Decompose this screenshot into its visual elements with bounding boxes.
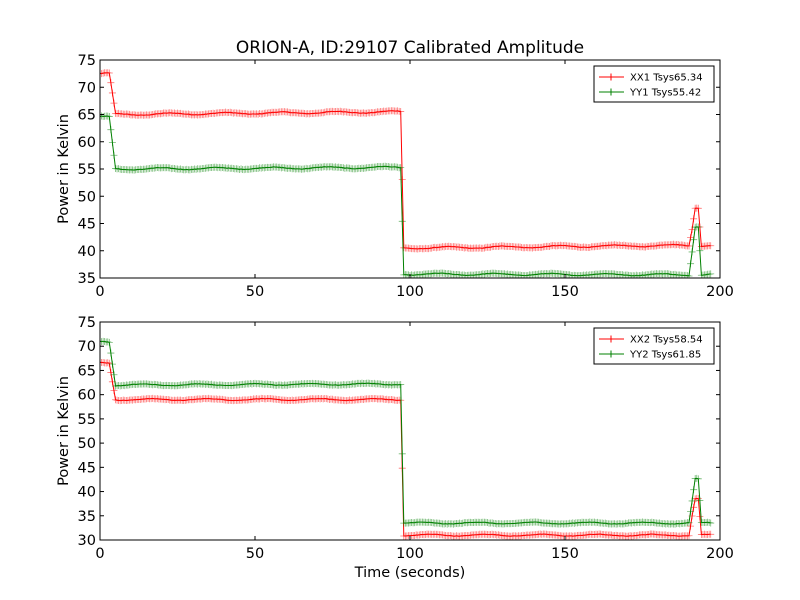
series-2-2 bbox=[100, 337, 715, 528]
y-tick-label: 35 bbox=[78, 509, 96, 525]
x-tick-label: 100 bbox=[396, 284, 424, 300]
y-tick-label: 50 bbox=[78, 189, 96, 205]
panel-2: 0 50 100 150 200 30 35 40 45 50 55 60 65 70 75 Power in… bbox=[56, 315, 734, 581]
y-tick-label: 70 bbox=[78, 80, 96, 96]
x-tick-label: 50 bbox=[246, 546, 264, 562]
x-tick-label: 150 bbox=[551, 284, 579, 300]
panels: 0 50 100 150 200 35 40 45 50 55 60 65 70 75 Power in K… bbox=[56, 53, 734, 581]
legend: XX1 Tsys65.34 YY1 Tsys55.42 bbox=[593, 65, 715, 103]
series-line bbox=[100, 115, 711, 277]
y-tick-label: 60 bbox=[78, 388, 96, 404]
legend-marker bbox=[607, 350, 615, 358]
series-2-1 bbox=[100, 358, 715, 540]
legend-label: YY1 Tsys55.42 bbox=[629, 88, 701, 99]
series-1-2 bbox=[100, 112, 715, 278]
y-tick-label: 55 bbox=[78, 162, 96, 178]
y-tick-label: 55 bbox=[78, 412, 96, 428]
x-tick-label: 150 bbox=[551, 546, 579, 562]
x-tick-label: 0 bbox=[95, 284, 104, 300]
x-tick-label: 200 bbox=[706, 546, 734, 562]
x-tick-label: 50 bbox=[246, 284, 264, 300]
y-tick-label: 70 bbox=[78, 339, 96, 355]
y-tick-label: 30 bbox=[78, 533, 96, 549]
y-tick-label: 40 bbox=[78, 244, 96, 260]
legend-box bbox=[593, 327, 715, 365]
x-tick-label: 100 bbox=[396, 546, 424, 562]
legend-label: XX1 Tsys65.34 bbox=[630, 73, 703, 84]
x-tick-label: 0 bbox=[95, 546, 104, 562]
legend-label: XX2 Tsys58.54 bbox=[630, 335, 703, 346]
legend-marker bbox=[607, 73, 615, 81]
y-tick-label: 40 bbox=[78, 485, 96, 501]
y-tick-label: 45 bbox=[78, 460, 96, 476]
y-tick-label: 75 bbox=[78, 53, 96, 69]
y-tick-label: 60 bbox=[78, 135, 96, 151]
y-tick-label: 50 bbox=[78, 436, 96, 452]
legend-marker bbox=[607, 88, 615, 96]
legend-marker bbox=[607, 335, 615, 343]
legend: XX2 Tsys58.54 YY2 Tsys61.85 bbox=[593, 327, 715, 365]
y-tick-label: 75 bbox=[78, 315, 96, 331]
legend-box bbox=[593, 65, 715, 103]
series-line bbox=[100, 361, 711, 537]
x-tick-label: 200 bbox=[706, 284, 734, 300]
y-axis-label: Power in Kelvin bbox=[56, 114, 72, 224]
y-tick-label: 65 bbox=[78, 363, 96, 379]
series-line bbox=[100, 72, 711, 250]
series-1-1 bbox=[100, 69, 715, 253]
y-tick-label: 35 bbox=[78, 271, 96, 287]
panel-1: 0 50 100 150 200 35 40 45 50 55 60 65 70 75 Power in K… bbox=[56, 53, 734, 300]
legend-label: YY2 Tsys61.85 bbox=[629, 350, 701, 361]
x-axis-label: Time (seconds) bbox=[354, 565, 466, 581]
series-line bbox=[100, 340, 711, 525]
y-tick-label: 45 bbox=[78, 217, 96, 233]
y-tick-label: 65 bbox=[78, 108, 96, 124]
chart-title: ORION-A, ID:29107 Calibrated Amplitude bbox=[236, 38, 584, 58]
y-axis-label: Power in Kelvin bbox=[56, 376, 72, 486]
